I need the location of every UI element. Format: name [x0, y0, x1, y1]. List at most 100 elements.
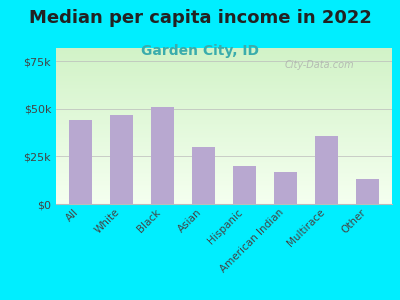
Bar [56, 192, 392, 193]
Text: Asian: Asian [176, 207, 204, 234]
Bar [56, 201, 392, 202]
Bar [56, 77, 392, 78]
Bar [56, 197, 392, 198]
Bar [56, 121, 392, 122]
Bar [56, 182, 392, 183]
Bar [56, 169, 392, 170]
Bar [56, 99, 392, 100]
Bar [315, 136, 338, 204]
Bar [69, 120, 92, 204]
Bar [56, 104, 392, 105]
Bar [56, 145, 392, 146]
Bar [56, 149, 392, 150]
Bar [56, 154, 392, 155]
Bar [56, 106, 392, 107]
Bar [56, 73, 392, 74]
Bar [56, 100, 392, 101]
Bar [56, 159, 392, 160]
Bar [56, 133, 392, 134]
Bar [56, 160, 392, 161]
Bar [56, 188, 392, 189]
Bar [56, 180, 392, 181]
Bar [56, 194, 392, 195]
Bar [56, 189, 392, 190]
Bar [56, 61, 392, 62]
Bar [56, 49, 392, 50]
Bar [56, 136, 392, 137]
Bar [56, 82, 392, 83]
Bar [56, 70, 392, 71]
Bar [56, 89, 392, 90]
Bar [56, 59, 392, 60]
Text: Hispanic: Hispanic [206, 207, 244, 246]
Bar [56, 84, 392, 85]
Bar [56, 119, 392, 120]
Bar [56, 53, 392, 54]
Bar [56, 200, 392, 201]
Bar [56, 173, 392, 174]
Bar [56, 92, 392, 93]
Bar [56, 48, 392, 49]
Bar [56, 108, 392, 109]
Bar [56, 177, 392, 178]
Bar [56, 157, 392, 158]
Bar [56, 98, 392, 99]
Bar [56, 155, 392, 156]
Bar [56, 199, 392, 200]
Bar [56, 94, 392, 95]
Bar [56, 153, 392, 154]
Bar [56, 111, 392, 112]
Bar [56, 143, 392, 144]
Bar [56, 150, 392, 151]
Bar [56, 90, 392, 91]
Bar [56, 184, 392, 185]
Text: Multirace: Multirace [285, 207, 326, 248]
Bar [56, 67, 392, 68]
Bar [56, 63, 392, 64]
Bar [192, 147, 215, 204]
Bar [56, 142, 392, 143]
Bar [56, 64, 392, 65]
Bar [56, 140, 392, 141]
Bar [56, 50, 392, 51]
Bar [56, 88, 392, 89]
Text: City-Data.com: City-Data.com [284, 61, 354, 70]
Bar [56, 163, 392, 164]
Bar [56, 114, 392, 115]
Text: American Indian: American Indian [218, 207, 286, 274]
Bar [56, 126, 392, 127]
Bar [56, 196, 392, 197]
Bar [56, 161, 392, 162]
Bar [56, 85, 392, 86]
Bar [56, 132, 392, 133]
Bar [56, 124, 392, 125]
Bar [56, 187, 392, 188]
Bar [56, 202, 392, 203]
Bar [56, 172, 392, 173]
Text: White: White [93, 207, 122, 236]
Text: All: All [64, 207, 80, 224]
Text: Black: Black [136, 207, 162, 234]
Bar [56, 54, 392, 55]
Bar [56, 151, 392, 152]
Bar [56, 56, 392, 57]
Bar [56, 131, 392, 132]
Bar [56, 203, 392, 204]
Bar [56, 170, 392, 171]
Bar [56, 193, 392, 194]
Bar [56, 105, 392, 106]
Bar [56, 116, 392, 117]
Bar [56, 120, 392, 121]
Bar [56, 101, 392, 102]
Bar [56, 112, 392, 113]
Bar [56, 195, 392, 196]
Bar [56, 181, 392, 182]
Bar [56, 66, 392, 67]
Bar [56, 129, 392, 130]
Bar [56, 78, 392, 79]
Bar [56, 69, 392, 70]
Bar [56, 191, 392, 192]
Bar [56, 68, 392, 69]
Bar [56, 148, 392, 149]
Bar [56, 87, 392, 88]
